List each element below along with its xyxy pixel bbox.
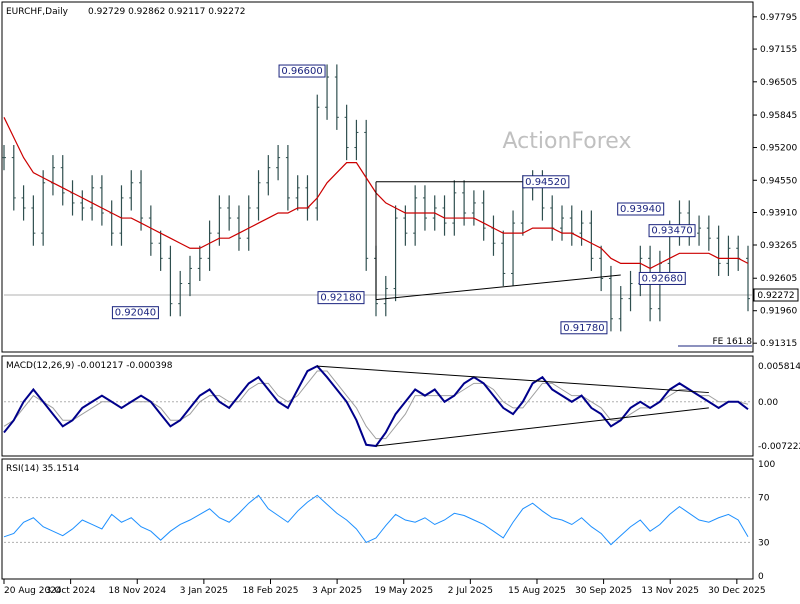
grid-layer [4, 294, 752, 543]
price-panel-frame [1, 1, 754, 353]
rsi-panel-frame [1, 458, 754, 580]
symbol-header: EURCHF,Daily [6, 7, 69, 17]
price-axis-label: 0.92605 [760, 274, 797, 284]
level-label: 0.96600 [281, 66, 322, 77]
price-axis-label: 0.97795 [760, 13, 797, 23]
macd-trendline [375, 407, 709, 447]
level-label-box [560, 321, 608, 335]
level-label-box [617, 202, 665, 216]
price-layer [2, 64, 750, 332]
rsi-layer [3, 494, 749, 546]
macd-axis-label: -0.007222 [758, 442, 800, 452]
date-axis-label: 30 Dec 2025 [708, 586, 766, 596]
level-label: 0.93470 [651, 226, 692, 237]
date-axis-label: 13 Nov 2025 [641, 586, 699, 596]
date-axis-label: 3 Apr 2025 [312, 586, 362, 596]
price-axis-label: 0.95845 [760, 111, 797, 121]
macd-layer [3, 364, 749, 448]
ohlc-header: 0.92729 0.92862 0.92117 0.92272 [88, 7, 245, 17]
price-axis-label: 0.94550 [760, 176, 797, 186]
axis-layer: 0.97795 0.97155 0.96505 0.95845 0.95200 0.945… [3, 13, 800, 596]
rsi-axis-label: 30 [758, 538, 770, 548]
level-label: 0.92680 [642, 273, 683, 284]
level-label: 0.91780 [563, 323, 604, 334]
price-axis-label: 0.95200 [760, 144, 797, 154]
price-axis-label: 0.97155 [760, 45, 797, 55]
date-axis-label: 3 Oct 2024 [46, 586, 96, 596]
level-label-box [111, 306, 159, 320]
level-label-box [317, 291, 365, 305]
macd-header: MACD(12,26,9) -0.001217 -0.000398 [6, 361, 173, 371]
level-label-box [522, 175, 570, 189]
annotation-layer: 0.92272 0.96600 0.92040 0.92180 0.94520 0.917… [111, 64, 799, 335]
date-axis-label: 15 Aug 2025 [508, 586, 566, 596]
macd-axis-label: 0.005814 [758, 362, 800, 372]
price-axis-label: 0.93910 [760, 209, 797, 219]
date-axis-label: 30 Sep 2025 [575, 586, 632, 596]
level-label: 0.94520 [525, 177, 566, 188]
level-label: 0.93940 [620, 204, 661, 215]
date-axis-label: 20 Aug 2024 [4, 586, 62, 596]
macd-trendline [317, 365, 709, 394]
price-trendline [375, 274, 621, 301]
level-label-box [648, 224, 696, 238]
price-axis-label: 0.96505 [760, 78, 797, 88]
current-price-label: 0.92272 [757, 291, 794, 301]
rsi-header: RSI(14) 35.1514 [6, 464, 79, 474]
level-label-box [278, 64, 326, 78]
date-axis-label: 19 May 2025 [374, 586, 433, 596]
macd-axis-label: 0.00 [758, 398, 778, 408]
current-price-box [753, 288, 799, 302]
rsi-axis-label: 100 [758, 460, 775, 470]
rsi-axis-label: 0 [758, 572, 764, 582]
date-axis-label: 2 Jul 2025 [448, 586, 493, 596]
date-axis-label: 18 Nov 2024 [108, 586, 166, 596]
fe-label: FE 161.8 [713, 337, 753, 347]
price-axis-label: 0.93265 [760, 241, 797, 251]
price-axis-label: 0.91960 [760, 307, 797, 317]
level-label-box [638, 271, 686, 285]
macd-panel-frame [1, 355, 754, 457]
price-axis-label: 0.91315 [760, 339, 797, 349]
date-axis-label: 18 Feb 2025 [242, 586, 298, 596]
rsi-axis-label: 70 [758, 494, 770, 504]
level-label: 0.92040 [115, 308, 156, 319]
date-axis-label: 3 Jan 2025 [180, 586, 228, 596]
rsi-line [3, 494, 749, 546]
watermark-text: ActionForex [503, 129, 632, 154]
level-label: 0.92180 [320, 293, 361, 304]
